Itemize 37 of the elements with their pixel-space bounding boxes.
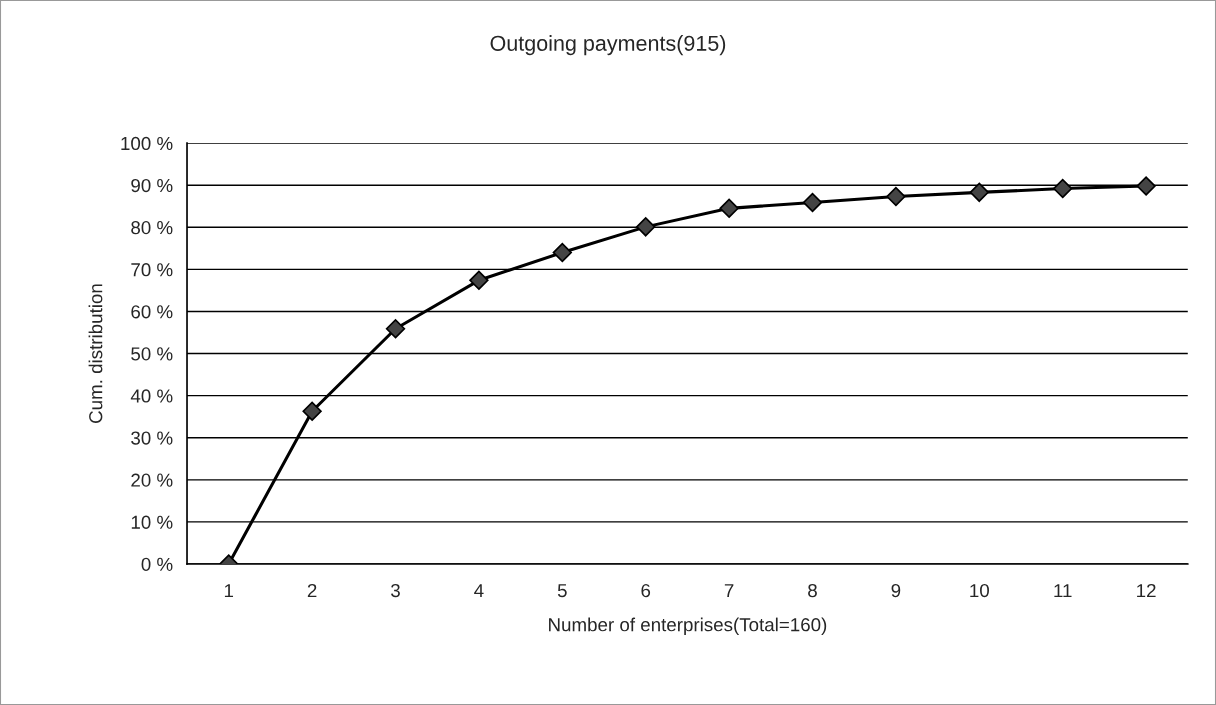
point	[969, 182, 989, 203]
x-axis-title: Number of enterprises(Total=160)	[549, 617, 827, 636]
y-axis-title: Cum. distribution	[88, 284, 103, 423]
chart-title: Outgoing payments(915)	[490, 35, 726, 56]
point	[385, 319, 406, 339]
point	[802, 192, 823, 213]
x-tick-label: 12	[1137, 583, 1156, 598]
x-tick-label: 3	[391, 583, 400, 598]
point	[1053, 178, 1073, 199]
x-tick-label: 1	[224, 584, 234, 598]
point	[469, 270, 489, 290]
x-tick-label: 4	[474, 584, 484, 598]
y-tick-label: 0 %	[141, 557, 173, 571]
x-tick-label: 7	[724, 584, 734, 598]
point	[302, 401, 322, 421]
y-tick-label: 40 %	[130, 389, 173, 403]
y-tick-label: 100 %	[121, 136, 173, 151]
y-tick-label: 10 %	[131, 515, 173, 529]
point	[886, 186, 906, 207]
point	[1136, 176, 1156, 196]
point	[719, 198, 739, 219]
x-tick-label: 6	[641, 583, 651, 598]
y-tick-label: 60 %	[131, 305, 173, 319]
y-tick-label: 80 %	[131, 220, 173, 235]
x-tick-label: 2	[307, 583, 317, 598]
point	[552, 242, 572, 263]
x-tick-label: 8	[808, 583, 817, 598]
y-tick-label: 30 %	[131, 431, 173, 445]
x-tick-label: 9	[891, 583, 901, 598]
point	[636, 217, 656, 237]
y-tick-label: 70 %	[131, 263, 173, 277]
x-tick-label: 10	[970, 583, 989, 598]
x-tick-label: 5	[557, 584, 567, 598]
x-tick-label: 11	[1054, 584, 1072, 598]
y-tick-label: 50 %	[131, 347, 173, 361]
y-tick-label: 20 %	[131, 473, 173, 487]
y-tick-label: 90 %	[131, 178, 173, 193]
